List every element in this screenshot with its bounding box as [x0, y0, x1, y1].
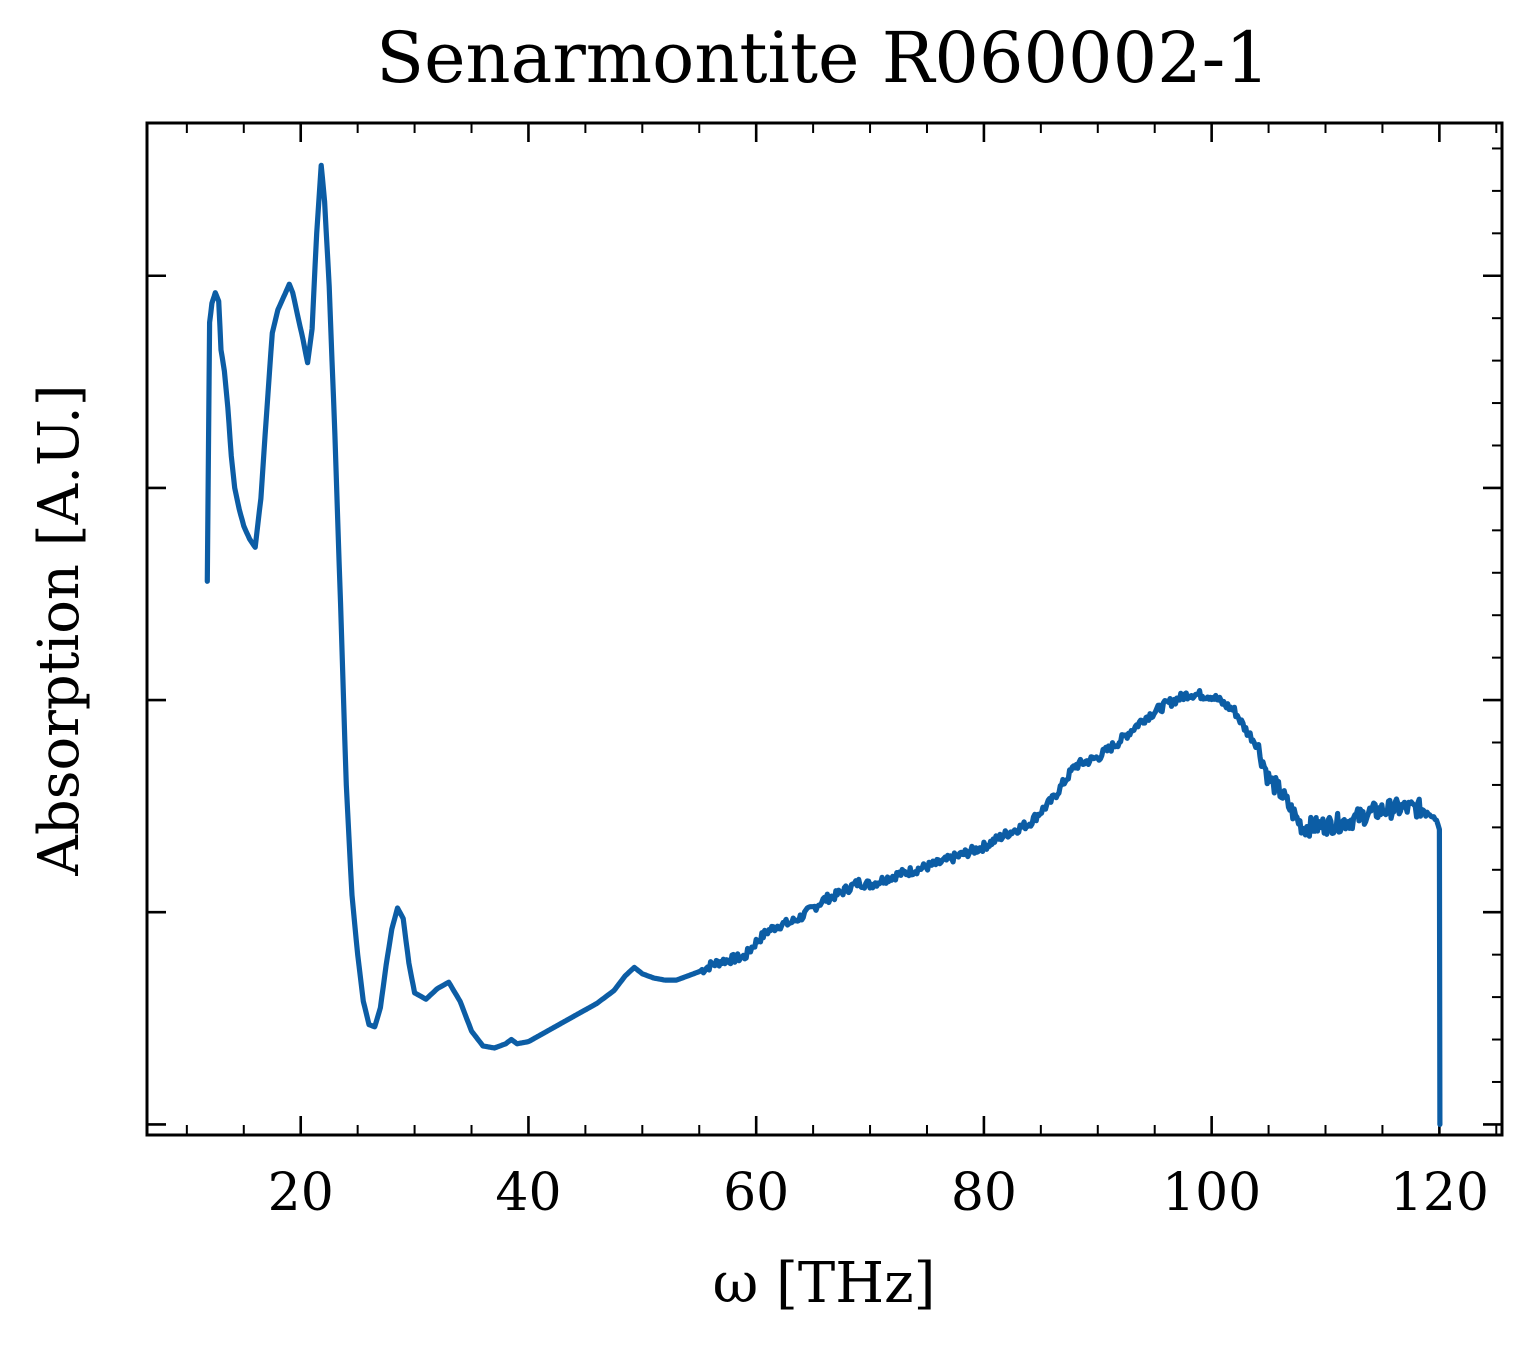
x-tick-label: 80 [951, 1163, 1017, 1223]
x-tick-label: 60 [723, 1163, 789, 1223]
x-tick-label: 20 [268, 1163, 334, 1223]
x-axis-tick-labels: 20 40 60 80 100 120 [268, 1163, 1489, 1223]
y-axis-label: Absorption [A.U.] [27, 384, 92, 876]
x-tick-label: 100 [1162, 1163, 1261, 1223]
plot-frame [145, 121, 1504, 1137]
x-tick-label: 120 [1390, 1163, 1489, 1223]
chart-title: Senarmontite R060002-1 [376, 17, 1270, 99]
y-axis-ticks [147, 147, 1502, 1126]
series-line-0 [204, 162, 1443, 1127]
series-layer [204, 162, 1443, 1127]
x-axis-ticks [185, 123, 1498, 1135]
x-axis-label: ω [THz] [713, 1251, 936, 1316]
x-tick-label: 40 [495, 1163, 561, 1223]
